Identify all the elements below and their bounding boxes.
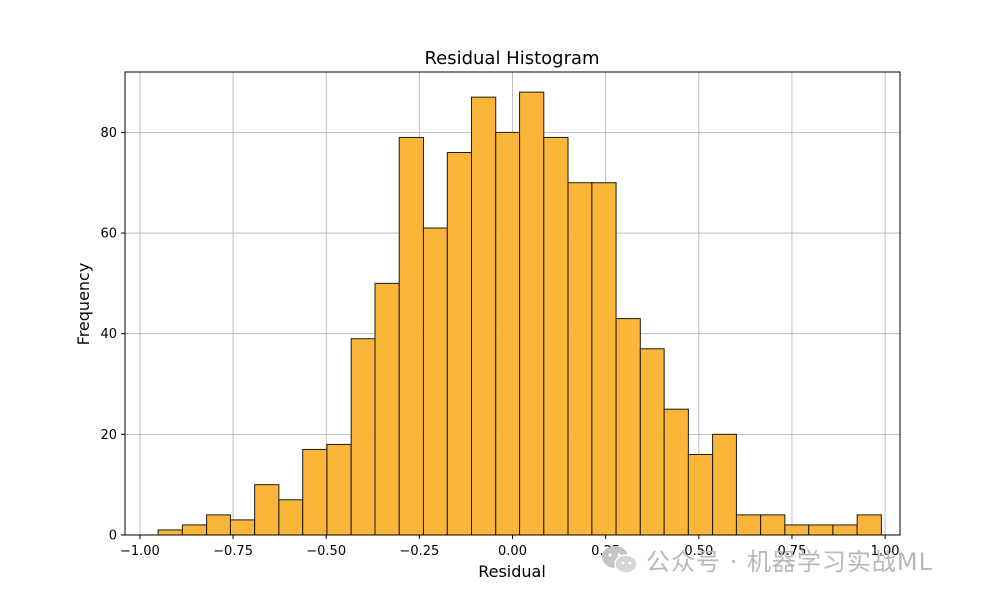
x-tick-label: −0.25 (399, 544, 439, 559)
y-axis-label: Frequency (74, 263, 93, 346)
histogram-bar (712, 433, 737, 536)
bars (157, 91, 882, 536)
histogram-bar (567, 182, 593, 536)
histogram-bar (856, 514, 882, 536)
x-tick-label: 0.75 (777, 544, 806, 559)
histogram-bar (519, 91, 545, 536)
histogram-bar (495, 131, 521, 536)
histogram-bar (422, 227, 448, 536)
x-axis-label: Residual (478, 562, 546, 581)
histogram-bar (229, 519, 256, 536)
y-tick-label: 80 (100, 126, 117, 141)
histogram-bar (591, 182, 617, 536)
watermark-text: 公众号 · 机器学习实战ML (646, 548, 933, 576)
histogram-bar (639, 348, 665, 536)
histogram-bar (760, 514, 786, 536)
watermark: 公众号 · 机器学习实战ML (600, 542, 933, 577)
histogram-bar (808, 524, 834, 536)
histogram-bar (326, 443, 352, 536)
histogram-bar (615, 318, 641, 536)
histogram-bar (157, 529, 183, 536)
histogram-bar (350, 338, 376, 536)
y-axis-ticks: 0 20 40 60 80 (100, 126, 125, 544)
histogram-bar (832, 524, 858, 536)
histogram-bar (374, 282, 400, 536)
wechat-icon (602, 545, 638, 574)
y-tick-label: 0 (109, 529, 117, 544)
x-tick-label: −1.00 (120, 544, 160, 559)
y-tick-label: 20 (100, 428, 117, 443)
histogram-bar (181, 524, 208, 536)
histogram-bar (254, 484, 280, 536)
y-tick-label: 40 (100, 327, 117, 342)
histogram-bar (302, 448, 328, 536)
histogram-bar (471, 96, 497, 536)
histogram-bar (398, 136, 424, 536)
x-tick-label: 1.00 (871, 544, 900, 559)
histogram-bar (735, 514, 762, 536)
chart-title: Residual Histogram (424, 48, 599, 69)
histogram-bar (543, 136, 569, 536)
histogram-bar (446, 152, 473, 536)
histogram-bar (784, 524, 810, 536)
x-tick-label: 0.00 (498, 544, 527, 559)
x-tick-label: −0.75 (213, 544, 253, 559)
histogram-bar (663, 408, 689, 536)
histogram-bar (206, 514, 231, 536)
x-tick-label: −0.50 (306, 544, 346, 559)
histogram-bar (687, 453, 714, 536)
y-tick-label: 60 (100, 227, 117, 242)
x-tick-label: 0.50 (684, 544, 713, 559)
histogram-bar (278, 499, 304, 536)
